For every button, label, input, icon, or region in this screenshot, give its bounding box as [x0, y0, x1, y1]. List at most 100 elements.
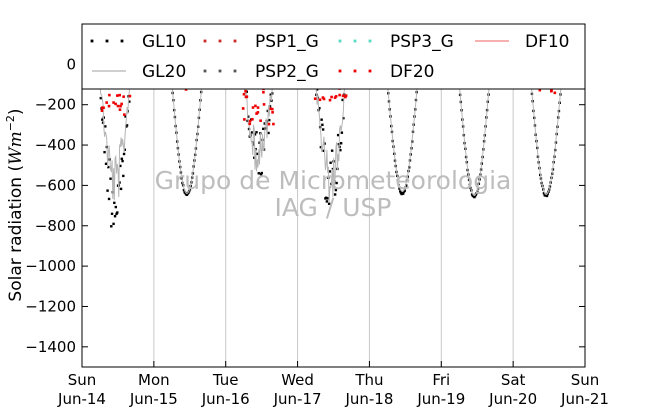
df20-point — [100, 106, 104, 109]
gl10-point — [122, 152, 126, 156]
df20-point — [267, 122, 271, 126]
legend-label: PSP1_G — [255, 32, 319, 52]
df20-point — [262, 103, 266, 106]
gl10-point — [113, 201, 116, 205]
legend-dot-marker — [218, 69, 222, 73]
gl10-point — [107, 197, 111, 201]
df20-point — [107, 104, 111, 108]
gl10-point — [107, 165, 110, 169]
gl10-point — [399, 190, 402, 193]
x-tick-label-day: Thu — [354, 371, 383, 389]
gl10-point — [405, 184, 408, 187]
gl10-point — [322, 149, 326, 153]
x-tick-label-date: Jun-21 — [560, 390, 609, 408]
legend: GL10 GL20 PSP1_G PSP2_G PSP3_G DF20 DF10 — [81, 23, 586, 90]
df20-point — [119, 104, 122, 108]
y-tick-label: −800 — [35, 217, 76, 235]
legend-dot-marker — [218, 39, 222, 43]
df20-point — [112, 101, 115, 104]
gl10-point — [119, 187, 123, 191]
legend-dot-marker — [368, 69, 372, 73]
df20-point — [313, 97, 317, 101]
legend-label: GL20 — [142, 62, 186, 82]
legend-label: PSP2_G — [255, 62, 319, 82]
gl10-point — [328, 170, 332, 173]
gl10-point — [542, 192, 546, 195]
gl20-line — [387, 89, 418, 193]
y-axis: 0 −200 −400 −600 −800 −1000 −1200 −1400 — [25, 55, 585, 356]
legend-label: GL10 — [142, 32, 186, 52]
df20-point — [550, 89, 553, 93]
gl10-point — [104, 125, 107, 128]
gl10-point — [339, 142, 343, 145]
df20-point — [241, 107, 245, 110]
df20-point — [116, 104, 120, 108]
gl10-point — [318, 106, 321, 110]
df20-point — [251, 106, 255, 109]
gl10-point — [250, 131, 254, 134]
x-tick-label-day: Sun — [571, 371, 600, 389]
gl10-point — [116, 211, 119, 214]
gl10-point — [339, 148, 342, 152]
y-tick-label: −200 — [35, 96, 76, 114]
watermark-line-2: IAG / USP — [275, 193, 392, 222]
df20-point — [269, 107, 273, 111]
gl20-line — [315, 89, 346, 203]
x-tick-label-date: Jun-18 — [344, 390, 393, 408]
df20-point — [255, 112, 258, 115]
df20-point — [242, 92, 246, 96]
gl20-line — [459, 89, 490, 197]
watermark: Grupo de Micrometeorologia IAG / USP — [155, 166, 512, 222]
gl10-point — [101, 118, 104, 121]
legend-label: PSP3_G — [390, 32, 454, 52]
legend-label: DF20 — [390, 62, 435, 82]
df20-point — [256, 106, 260, 109]
gl10-point — [321, 128, 325, 131]
x-tick-label-date: Jun-20 — [488, 390, 537, 408]
gl10-point — [99, 96, 103, 100]
legend-dot-marker — [90, 39, 94, 43]
df20-point — [262, 90, 265, 94]
df20-point — [344, 95, 347, 99]
gl10-point — [545, 194, 549, 198]
legend-dot-marker — [338, 39, 342, 43]
gl10-point — [110, 225, 113, 228]
gl10-point — [109, 177, 112, 180]
legend-label: DF10 — [525, 32, 570, 52]
gl10-point — [104, 162, 108, 166]
df20-point — [118, 93, 122, 97]
gl10-point — [258, 141, 261, 144]
legend-box — [81, 23, 586, 90]
gl10-point — [115, 212, 118, 216]
df20-point — [116, 94, 119, 97]
gl10-point — [253, 133, 257, 136]
df20-point — [248, 122, 252, 126]
x-tick-label-day: Tue — [212, 371, 239, 389]
x-tick-label-day: Wed — [281, 371, 314, 389]
df20-point — [244, 95, 248, 99]
gl10-point — [331, 167, 335, 171]
gl10-point — [123, 148, 127, 151]
gl10-point — [103, 150, 106, 154]
df20-point — [271, 111, 274, 114]
df20-point — [328, 98, 332, 102]
legend-entry: DF10 — [475, 32, 570, 52]
x-tick-label-date: Jun-16 — [201, 390, 250, 408]
df20-point — [272, 122, 275, 126]
gl10-point — [118, 181, 121, 184]
y-tick-label: 0 — [66, 55, 76, 73]
df20-point — [321, 96, 325, 99]
gl10-point — [324, 196, 328, 199]
gl10-point — [335, 181, 338, 185]
gl10-point — [341, 98, 344, 102]
gl10-point — [340, 131, 344, 134]
gl10-point — [113, 215, 117, 218]
gl10-point — [269, 93, 272, 96]
gl10-point — [476, 190, 479, 193]
gl10-point — [262, 127, 265, 131]
legend-dot-marker — [233, 39, 237, 43]
gl10-point — [398, 187, 401, 190]
gl10-point — [321, 123, 324, 127]
gl10-point — [256, 182, 260, 186]
